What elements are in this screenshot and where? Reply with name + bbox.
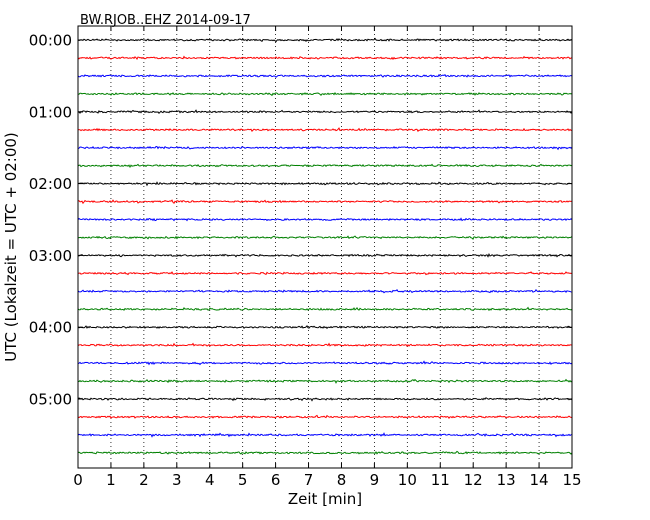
trace-0515 [77,414,573,419]
x-tick-label-1: 1 [106,471,116,489]
trace-0230 [77,217,573,222]
trace-0545 [77,450,573,455]
x-tick-label-11: 11 [431,471,450,489]
trace-0145 [77,163,573,169]
x-tick-label-14: 14 [530,471,549,489]
trace-0330 [77,288,573,294]
y-tick-label-1: 01:00 [29,103,72,121]
trace-0345 [77,306,573,312]
x-axis-ticks: 0 1 2 3 4 5 6 7 8 9 10 11 12 13 14 15 [73,26,582,489]
x-tick-label-13: 13 [497,471,516,489]
trace-0100 [77,109,573,114]
y-tick-label-3: 03:00 [29,247,72,265]
trace-0245 [77,235,573,241]
x-axis-label: Zeit [min] [288,490,362,508]
x-tick-label-10: 10 [398,471,417,489]
x-tick-label-7: 7 [304,471,314,489]
trace-0115 [77,127,573,133]
y-axis-label: UTC (Lokalzeit = UTC + 02:00) [2,132,20,362]
trace-0015 [77,55,573,61]
trace-0000 [77,37,573,43]
minute-gridlines [110,26,540,468]
trace-0445 [77,378,573,384]
trace-0430 [77,360,573,366]
trace-0200 [77,181,573,187]
trace-0400 [77,324,572,330]
x-tick-label-6: 6 [271,471,281,489]
y-tick-label-4: 04:00 [29,319,72,337]
chart-title: BW.RJOB..EHZ 2014-09-17 [80,13,251,28]
x-tick-label-3: 3 [172,471,182,489]
x-tick-label-9: 9 [370,471,380,489]
x-tick-label-15: 15 [562,471,581,489]
trace-0130 [77,145,573,151]
x-tick-label-2: 2 [139,471,149,489]
trace-0500 [77,397,573,402]
x-tick-label-0: 0 [73,471,83,489]
x-tick-label-5: 5 [238,471,248,489]
trace-0530 [77,432,573,438]
x-tick-label-4: 4 [205,471,215,489]
trace-0415 [77,342,573,348]
x-tick-label-12: 12 [464,471,483,489]
trace-0030 [77,73,573,78]
y-tick-label-5: 05:00 [29,391,72,409]
y-tick-label-2: 02:00 [29,175,72,193]
trace-0315 [77,271,573,276]
plot-frame [77,25,573,469]
trace-lines [77,37,573,455]
trace-0215 [77,199,573,205]
x-tick-label-8: 8 [337,471,347,489]
y-axis-ticks: 00:00 01:00 02:00 03:00 04:00 05:00 [29,32,572,409]
trace-0045 [77,92,573,97]
y-tick-label-0: 00:00 [29,32,72,50]
trace-0300 [77,253,573,258]
